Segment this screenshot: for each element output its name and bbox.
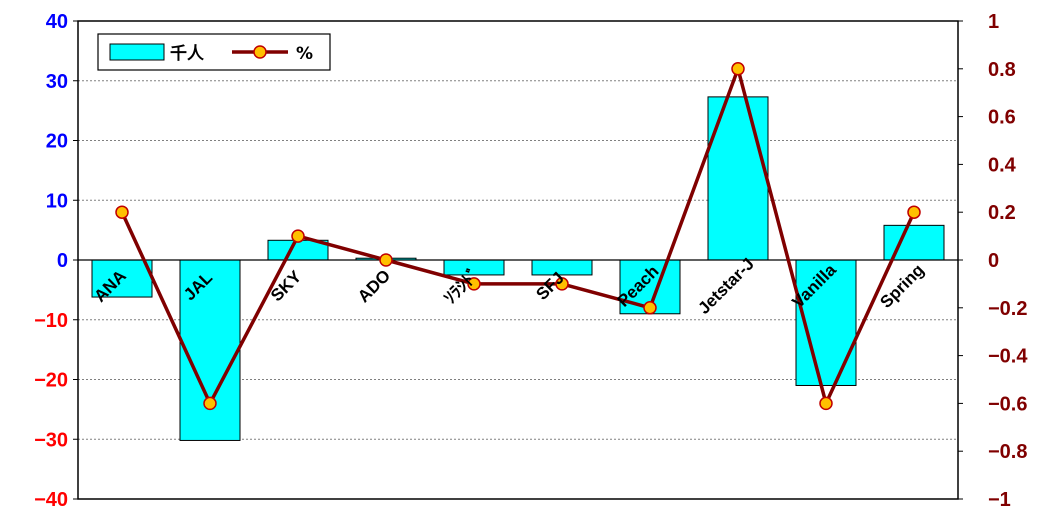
legend-line-marker [253,45,267,59]
line-marker [203,396,217,411]
right-tick-label: 0.6 [988,107,1016,129]
line-marker [291,229,305,243]
legend-line-label: % [296,44,313,64]
bar [531,259,593,276]
line-marker [907,205,921,219]
legend-bar-swatch [109,43,165,61]
right-tick-label: 0.8 [988,59,1016,81]
right-tick-label: 1 [988,11,999,33]
left-tick-label: −30 [34,429,68,451]
left-tick-label: 40 [46,11,68,33]
line-marker [115,205,129,219]
line-marker [643,301,657,315]
left-tick-label: 30 [46,71,68,93]
right-tick-label: −1 [988,489,1011,506]
right-tick-label: −0.6 [988,393,1027,415]
left-tick-label: 20 [46,131,68,153]
line-marker [379,253,393,267]
left-tick-label: −20 [34,370,68,392]
series-line [120,67,916,406]
left-tick-label: 0 [57,250,68,272]
line-marker [467,277,481,291]
right-tick-label: 0.4 [988,154,1017,176]
left-tick-label: 10 [46,190,68,212]
right-tick-label: 0.2 [988,202,1016,224]
right-tick-label: 0 [988,250,999,272]
legend-bar-label: 千人 [170,44,205,64]
bar [179,259,241,441]
right-tick-label: −0.4 [988,346,1028,368]
line-marker [731,62,745,76]
right-tick-label: −0.8 [988,441,1027,463]
line-marker [819,396,833,411]
left-tick-label: −40 [34,489,68,506]
right-tick-label: −0.2 [988,298,1027,320]
line-marker [555,277,569,291]
left-tick-label: −10 [34,310,68,332]
